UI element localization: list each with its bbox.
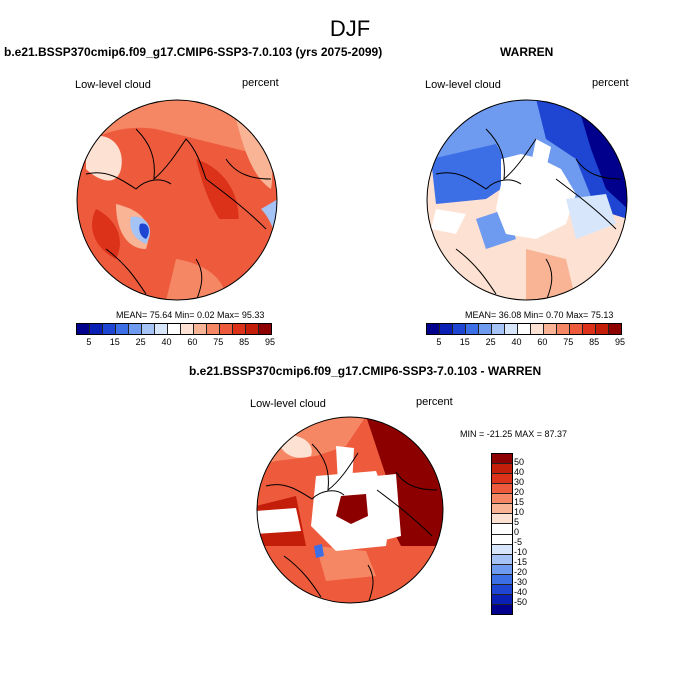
colorbar-swatch — [544, 324, 557, 334]
diff-minmax: MIN = -21.25 MAX = 87.37 — [460, 429, 568, 439]
colorbar-tick-label: -15 — [514, 557, 528, 567]
colorbar-tick-label: -5 — [514, 537, 523, 547]
colorbar-tick-label: 15 — [514, 497, 525, 507]
colorbar-swatch — [492, 564, 512, 575]
obs-colorbar-ticks: 5 15 25 40 60 75 85 95 — [426, 337, 626, 349]
colorbar-swatch — [116, 324, 129, 334]
colorbar-swatch — [233, 324, 246, 334]
colorbar-swatch — [168, 324, 181, 334]
colorbar-swatch — [531, 324, 544, 334]
colorbar-swatch — [492, 494, 512, 505]
colorbar-tick-label: 10 — [514, 507, 525, 517]
diff-units-label: percent — [416, 396, 453, 408]
colorbar-swatch — [77, 324, 90, 334]
colorbar-swatch — [505, 324, 518, 334]
diff-panel-title: b.e21.BSSP370cmip6.f09_g17.CMIP6-SSP3-7.… — [189, 364, 542, 378]
obs-units-label: percent — [592, 77, 629, 89]
colorbar-swatch — [440, 324, 453, 334]
colorbar-tick-label: -10 — [514, 547, 528, 557]
colorbar-swatch — [492, 534, 512, 545]
colorbar-swatch — [90, 324, 103, 334]
colorbar-tick-label: 60 — [537, 337, 548, 347]
colorbar-tick-label: 75 — [563, 337, 574, 347]
colorbar-swatch — [518, 324, 531, 334]
diff-colorbar-ticks: 50 40 30 20 15 10 5 0 -5 -10 -15 -20 -30 -40 -50 — [514, 453, 544, 613]
colorbar-swatch — [492, 454, 512, 465]
model-panel-title: b.e21.BSSP370cmip6.f09_g17.CMIP6-SSP3-7.… — [4, 45, 383, 59]
obs-stats: MEAN= 36.08 Min= 0.70 Max= 75.13 — [465, 310, 614, 320]
colorbar-swatch — [103, 324, 116, 334]
colorbar-swatch — [220, 324, 233, 334]
colorbar-swatch — [129, 324, 142, 334]
colorbar-swatch — [142, 324, 155, 334]
colorbar-swatch — [570, 324, 583, 334]
obs-colorbar — [426, 323, 622, 335]
colorbar-tick-label: 75 — [213, 337, 224, 347]
colorbar-swatch — [492, 464, 512, 475]
colorbar-tick-label: 60 — [187, 337, 198, 347]
model-units-label: percent — [242, 77, 279, 89]
colorbar-swatch — [492, 474, 512, 485]
colorbar-tick-label: 40 — [511, 337, 522, 347]
colorbar-tick-label: 25 — [485, 337, 496, 347]
colorbar-tick-label: 40 — [514, 467, 525, 477]
colorbar-tick-label: 95 — [264, 337, 276, 347]
colorbar-tick-label: 85 — [239, 337, 250, 347]
figure-title: DJF — [329, 16, 371, 41]
colorbar-swatch — [194, 324, 207, 334]
colorbar-swatch — [427, 324, 440, 334]
colorbar-swatch — [453, 324, 466, 334]
colorbar-swatch — [492, 604, 512, 614]
model-variable-label: Low-level cloud — [75, 79, 151, 91]
colorbar-swatch — [207, 324, 220, 334]
colorbar-swatch — [492, 594, 512, 605]
colorbar-swatch — [479, 324, 492, 334]
colorbar-swatch — [492, 514, 512, 525]
colorbar-tick-label: 95 — [614, 337, 626, 347]
colorbar-tick-label: 0 — [514, 527, 520, 537]
model-colorbar-ticks: 5 15 25 40 60 75 85 95 — [76, 337, 276, 349]
model-colorbar — [76, 323, 272, 335]
colorbar-tick-label: -20 — [514, 567, 528, 577]
colorbar-swatch — [259, 324, 271, 334]
diff-variable-label: Low-level cloud — [250, 398, 326, 410]
colorbar-swatch — [492, 574, 512, 585]
colorbar-swatch — [557, 324, 570, 334]
colorbar-swatch — [492, 584, 512, 595]
obs-panel-title: WARREN — [500, 45, 554, 59]
model-stats: MEAN= 75.64 Min= 0.02 Max= 95.33 — [116, 310, 265, 320]
colorbar-tick-label: -50 — [514, 597, 528, 607]
colorbar-swatch — [609, 324, 621, 334]
colorbar-tick-label: 25 — [135, 337, 146, 347]
colorbar-tick-label: 50 — [514, 457, 525, 467]
colorbar-swatch — [466, 324, 479, 334]
colorbar-tick-label: 40 — [161, 337, 172, 347]
colorbar-swatch — [492, 524, 512, 535]
colorbar-swatch — [181, 324, 194, 334]
colorbar-swatch — [492, 504, 512, 515]
colorbar-tick-label: 15 — [459, 337, 470, 347]
colorbar-tick-label: 5 — [436, 337, 442, 347]
colorbar-tick-label: -30 — [514, 577, 528, 587]
colorbar-swatch — [155, 324, 168, 334]
colorbar-tick-label: 5 — [86, 337, 92, 347]
colorbar-swatch — [492, 544, 512, 555]
obs-variable-label: Low-level cloud — [425, 79, 501, 91]
colorbar-swatch — [596, 324, 609, 334]
colorbar-tick-label: 20 — [514, 487, 525, 497]
obs-polar-map — [426, 99, 628, 301]
model-polar-map — [76, 99, 278, 301]
diff-polar-map — [256, 416, 444, 604]
colorbar-swatch — [492, 484, 512, 495]
colorbar-swatch — [583, 324, 596, 334]
diff-colorbar — [491, 453, 513, 615]
colorbar-swatch — [492, 324, 505, 334]
colorbar-tick-label: 85 — [589, 337, 600, 347]
colorbar-tick-label: 30 — [514, 477, 525, 487]
colorbar-tick-label: 15 — [109, 337, 120, 347]
colorbar-tick-label: -40 — [514, 587, 528, 597]
colorbar-swatch — [246, 324, 259, 334]
colorbar-tick-label: 5 — [514, 517, 520, 527]
colorbar-swatch — [492, 554, 512, 565]
